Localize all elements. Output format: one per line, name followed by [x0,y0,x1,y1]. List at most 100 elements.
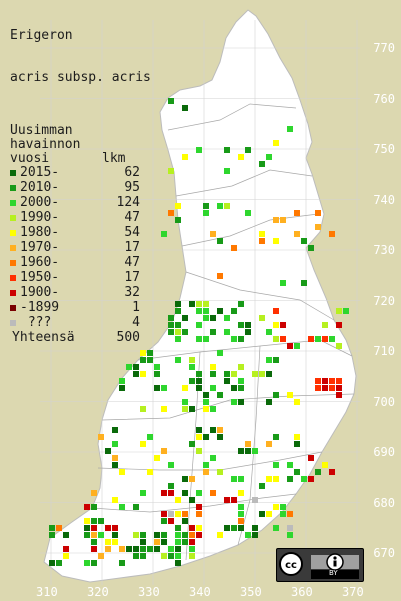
observation-square [189,378,195,384]
x-tick-label: 320 [87,585,109,599]
legend-item-count: 95 [124,180,140,195]
observation-square [133,364,139,370]
observation-square [196,385,202,391]
y-tick-label: 750 [373,142,395,156]
observation-square [210,371,216,377]
legend-item-count: 62 [124,165,140,180]
observation-square [175,336,181,342]
observation-square [56,560,62,566]
observation-square [231,399,237,405]
legend-swatch [10,290,16,296]
observation-square [196,504,202,510]
observation-square [119,504,125,510]
legend-items: 2015- 62 2010- 95 2000- 124 1990- 47 1980- 54 1970… [10,166,140,331]
observation-square [182,476,188,482]
observation-square [84,532,90,538]
license-badge[interactable]: cc BY [276,548,364,582]
observation-square [308,336,314,342]
observation-square [238,448,244,454]
observation-square [266,329,272,335]
legend-item: 1900- 32 [10,285,140,301]
observation-square [49,525,55,531]
observation-square [231,245,237,251]
observation-square [217,434,223,440]
observation-square [147,357,153,363]
observation-square [217,427,223,433]
legend-item: 2010- 95 [10,181,140,196]
observation-square [336,392,342,398]
observation-square [63,532,69,538]
observation-square [238,385,244,391]
observation-square [294,231,300,237]
observation-square [224,315,230,321]
observation-square [259,231,265,237]
observation-square [203,399,209,405]
observation-square [91,546,97,552]
observation-square [189,406,195,412]
observation-square [336,378,342,384]
observation-square [84,525,90,531]
legend-swatch [10,275,16,281]
observation-square [280,322,286,328]
observation-square [140,371,146,377]
observation-square [105,539,111,545]
observation-square [168,98,174,104]
observation-square [182,385,188,391]
legend-item: 1960- 47 [10,256,140,271]
observation-square [210,315,216,321]
observation-square [217,203,223,209]
observation-square [84,560,90,566]
observation-square [329,385,335,391]
observation-square [168,329,174,335]
legend-item-label: 2000- [20,195,60,210]
observation-square [343,308,349,314]
observation-square [84,518,90,524]
observation-square [266,511,272,517]
legend-item-label: 1900- [20,285,60,300]
observation-square [245,210,251,216]
y-tick-label: 680 [373,495,395,510]
observation-square [329,336,335,342]
observation-square [91,539,97,545]
observation-square [189,553,195,559]
observation-square [322,385,328,391]
observation-square [217,392,223,398]
observation-square [259,511,265,517]
x-tick-label: 340 [189,585,211,599]
observation-square [196,448,202,454]
observation-square [175,525,181,531]
legend-item-label: ??? [20,315,52,330]
y-tick-label: 770 [373,41,395,55]
observation-square [287,343,293,349]
observation-squares [49,98,349,566]
observation-square [252,532,258,538]
observation-square [196,525,202,531]
observation-square [168,315,174,321]
observation-square [238,490,244,496]
observation-square [336,385,342,391]
observation-square [203,315,209,321]
observation-square [259,315,265,321]
title-genus: Erigeron [10,28,73,43]
observation-square [259,483,265,489]
observation-square [224,525,230,531]
observation-square [252,497,258,503]
observation-square [161,231,167,237]
observation-square [196,434,202,440]
legend-item-count: 4 [132,315,140,330]
observation-square [168,462,174,468]
legend-item-count: 54 [124,225,140,240]
observation-square [49,560,55,566]
observation-square [168,546,174,552]
y-tick-label: 720 [373,293,395,308]
observation-square [245,329,251,335]
observation-square [133,546,139,552]
observation-square [196,322,202,328]
observation-square [196,147,202,153]
observation-square [140,441,146,447]
observation-square [315,385,321,391]
y-tick-label: 710 [373,344,395,358]
observation-square [119,385,125,391]
observation-square [210,231,216,237]
